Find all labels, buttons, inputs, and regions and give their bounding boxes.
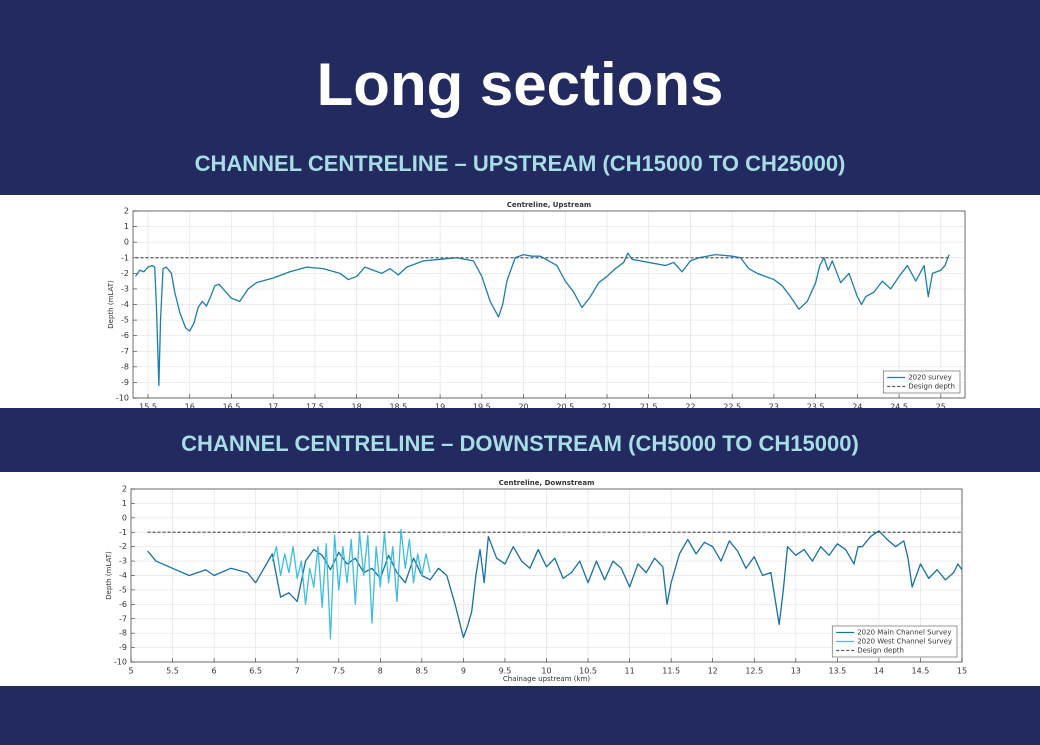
y-tick-label: -10 [114, 658, 127, 667]
y-tick-label: -2 [121, 269, 129, 278]
y-tick-label: 0 [122, 513, 127, 522]
data-line [271, 528, 431, 640]
x-tick-label: 7.5 [332, 667, 345, 676]
x-tick-label: 19 [435, 403, 445, 409]
y-tick-label: -6 [121, 331, 129, 340]
y-tick-label: 1 [122, 499, 127, 508]
x-tick-label: 22.5 [723, 403, 741, 409]
x-tick-label: 6.5 [249, 667, 262, 676]
x-tick-label: 9.5 [499, 667, 512, 676]
legend-label: Design depth [857, 647, 904, 655]
x-tick-label: 16 [185, 403, 195, 409]
x-tick-label: 10 [541, 667, 551, 676]
data-line [134, 252, 950, 387]
data-line [147, 530, 963, 639]
x-tick-label: 8 [378, 667, 383, 676]
legend-label: 2020 survey [908, 374, 952, 382]
x-tick-label: 18.5 [389, 403, 407, 409]
x-tick-label: 25 [936, 403, 946, 409]
x-tick-label: 12 [708, 667, 718, 676]
chart: 210-1-2-3-4-5-6-7-8-9-105 5.5 6 6.5 7 7.5 8 8.5… [0, 472, 1040, 686]
slide-title: Long sections [316, 51, 724, 118]
x-tick-label: 15.5 [139, 403, 157, 409]
x-tick-label: 20 [518, 403, 528, 409]
x-tick-label: 24.5 [890, 403, 908, 409]
y-tick-label: 2 [124, 207, 129, 216]
y-tick-label: 1 [124, 222, 129, 231]
x-axis-label: Chainage upstream (km) [503, 675, 590, 683]
x-tick-label: 22 [685, 403, 695, 409]
x-tick-label: 20.5 [556, 403, 574, 409]
y-tick-label: -6 [119, 600, 127, 609]
x-tick-label: 16.5 [223, 403, 241, 409]
y-tick-label: -8 [119, 629, 127, 638]
y-axis-label: Depth (mLAT) [107, 280, 115, 329]
y-tick-label: 2 [122, 485, 127, 494]
y-tick-label: -4 [119, 571, 127, 580]
section-heading: CHANNEL CENTRELINE – UPSTREAM (CH15000 T… [194, 151, 846, 176]
y-tick-label: 0 [124, 238, 129, 247]
y-tick-label: -5 [119, 585, 127, 594]
y-tick-label: -9 [121, 378, 129, 387]
x-tick-label: 8.5 [415, 667, 428, 676]
y-tick-label: -1 [121, 253, 129, 262]
x-tick-label: 6 [212, 667, 217, 676]
y-axis-label: Depth (mLAT) [105, 551, 113, 600]
axes-box [130, 488, 963, 663]
x-tick-label: 23 [769, 403, 779, 409]
axes-box [132, 210, 966, 399]
x-tick-label: 7 [295, 667, 300, 676]
x-tick-label: 12.5 [745, 667, 763, 676]
x-tick-label: 14 [874, 667, 884, 676]
section-heading: CHANNEL CENTRELINE – DOWNSTREAM (CH5000 … [181, 431, 859, 456]
legend-box [882, 370, 961, 394]
y-tick-label: -9 [119, 643, 127, 652]
y-tick-label: -2 [119, 542, 127, 551]
x-tick-label: 11 [625, 667, 635, 676]
x-tick-label: 10.5 [579, 667, 597, 676]
x-tick-label: 18 [352, 403, 362, 409]
x-tick-label: 19.5 [473, 403, 491, 409]
legend-label: Design depth [908, 383, 955, 391]
y-tick-label: -4 [121, 300, 129, 309]
y-tick-label: -3 [119, 557, 127, 566]
y-tick-label: -10 [116, 394, 129, 403]
x-tick-label: 24 [852, 403, 862, 409]
x-tick-label: 15 [957, 667, 967, 676]
x-tick-label: 21.5 [640, 403, 658, 409]
y-tick-label: -7 [121, 347, 129, 356]
x-tick-label: 17.5 [306, 403, 324, 409]
x-tick-label: 17 [268, 403, 278, 409]
x-tick-label: 5 [128, 667, 133, 676]
x-tick-label: 5.5 [166, 667, 179, 676]
y-tick-label: -5 [121, 316, 129, 325]
x-tick-label: 23.5 [807, 403, 825, 409]
y-tick-label: -7 [119, 614, 127, 623]
x-tick-label: 13 [791, 667, 801, 676]
x-tick-label: 14.5 [912, 667, 930, 676]
y-tick-label: -1 [119, 528, 127, 537]
x-tick-label: 11.5 [662, 667, 680, 676]
legend-label: 2020 Main Channel Survey [857, 629, 951, 637]
x-tick-label: 13.5 [828, 667, 846, 676]
x-tick-label: 9 [461, 667, 466, 676]
x-tick-label: 21 [602, 403, 612, 409]
chart-title: Centreline, Downstream [499, 479, 595, 487]
legend-label: 2020 West Channel Survey [857, 638, 952, 646]
y-tick-label: -3 [121, 284, 129, 293]
y-tick-label: -8 [121, 362, 129, 371]
chart-title: Centreline, Upstream [507, 201, 591, 209]
